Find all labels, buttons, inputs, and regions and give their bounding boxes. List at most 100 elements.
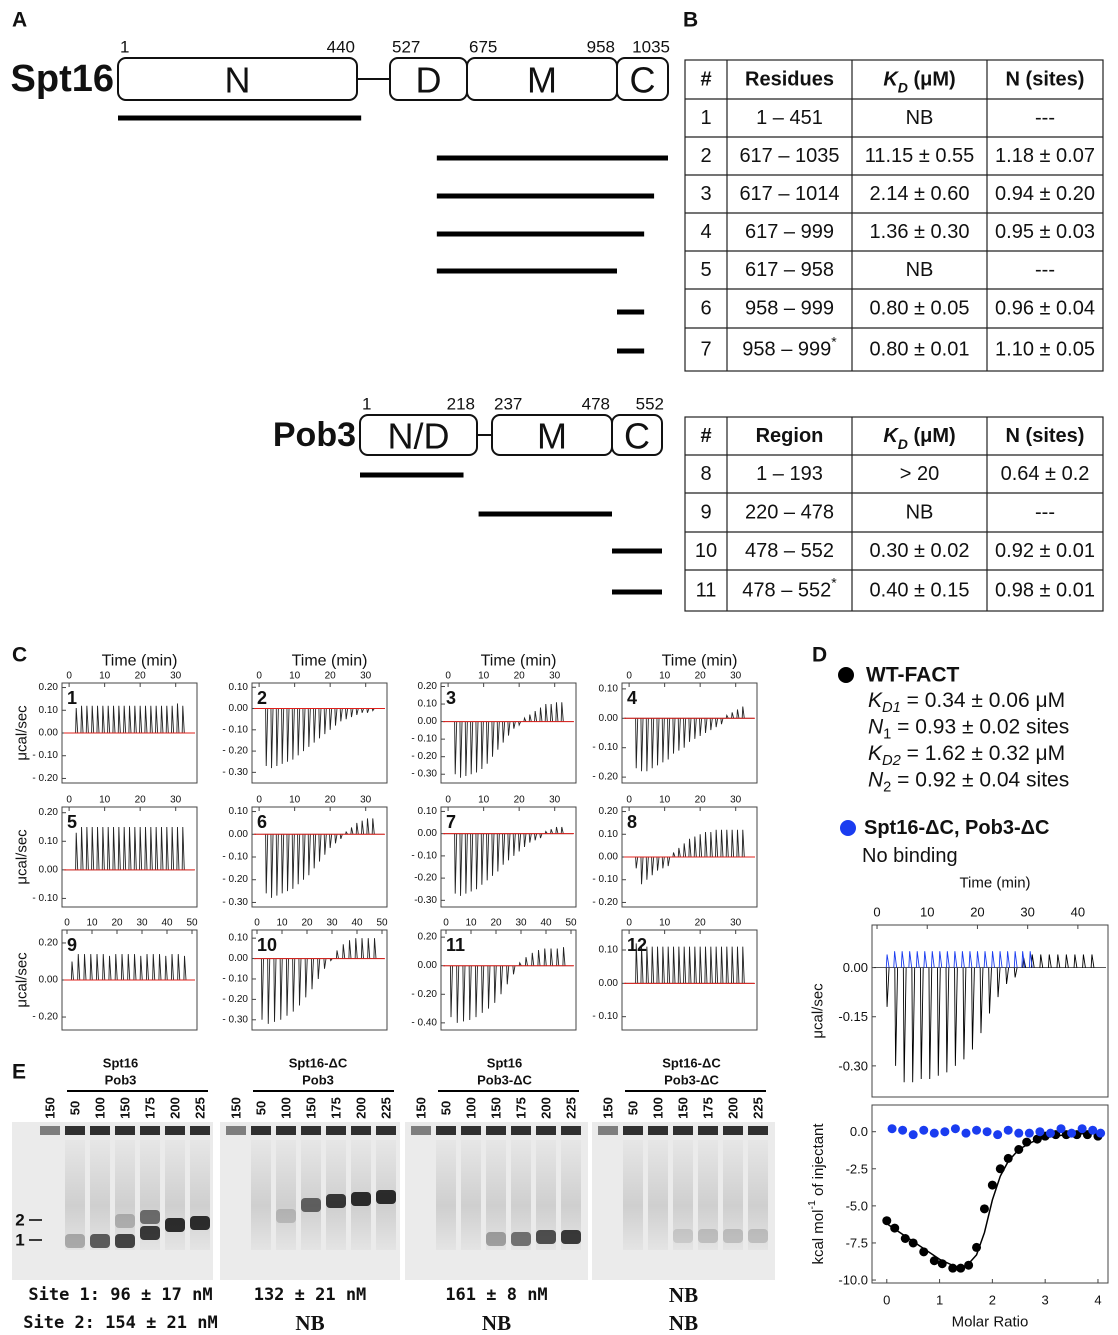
data-point [909,1130,918,1139]
data-point [1014,1129,1023,1138]
table-header: N (sites) [1006,69,1085,91]
x-tick-label: 30 [326,918,338,929]
table-cell: 958 – 999* [742,334,837,361]
table-cell: 0.30 ± 0.02 [870,540,970,562]
binding-result: Site 1: 96 ± 17 nM [28,1285,212,1305]
gel-band [165,1218,185,1232]
data-point [972,1126,981,1135]
y-tick-label: 0.20 [599,806,619,817]
y-tick-label: 0.10 [229,806,249,817]
gel-well [536,1126,556,1135]
gel-smear [165,1140,185,1250]
gel-well [276,1126,296,1135]
y-tick-label: - 0.30 [222,767,248,778]
x-tick-label: 0 [873,905,880,920]
data-point [1057,1124,1066,1133]
data-point [901,1234,910,1243]
residue-label: 478 [582,395,610,414]
binding-result: 161 ± 8 nM [445,1285,547,1305]
panel-label: C [12,644,27,667]
x-axis-title: Molar Ratio [952,1314,1029,1331]
x-tick-label: 50 [376,918,388,929]
x-tick-label: 0 [66,671,72,682]
gel-band [536,1230,556,1244]
lane-label: 175 [329,1097,344,1119]
x-tick-label: 30 [515,918,527,929]
y-tick-label: -0.20 [414,873,437,884]
lane-label: 150 [43,1097,58,1119]
gel-well [511,1126,531,1135]
legend-stat-part: N [868,715,884,738]
y-tick-label: 0.20 [39,807,59,818]
y-tick-label: -0.15 [838,1009,868,1024]
gel-header: Pob3 [105,1073,137,1088]
residue-label: 1 [362,395,371,414]
legend-stat-part: N [868,768,884,791]
x-tick-label: 0 [256,795,262,806]
domain-name: N/D [388,416,450,457]
data-point [1004,1154,1013,1163]
gel-header: Spt16-ΔC [289,1056,348,1071]
binding-result: NB [669,1311,698,1335]
table-cell: 9 [700,502,711,524]
x-tick-label: 40 [351,918,363,929]
x-tick-label: 0 [254,918,260,929]
gel-smear [115,1140,135,1250]
x-axis-title: Time (min) [662,653,738,670]
legend-note: No binding [862,845,958,867]
x-tick-label: 30 [549,795,561,806]
x-axis-title: Time (min) [102,653,178,670]
y-tick-label: - 0.20 [222,874,248,885]
data-point [938,1259,947,1268]
x-axis-title: Time (min) [959,875,1030,892]
gel-band [376,1190,396,1204]
gel-band [673,1229,693,1243]
x-tick-label: 10 [289,671,301,682]
gel-band [140,1226,160,1240]
table-cell: 7 [700,339,711,361]
gel-well [748,1126,768,1135]
table-cell: 2.14 ± 0.60 [870,183,970,205]
gel-well [411,1126,431,1135]
table-cell: --- [1035,107,1055,129]
residue-label: 527 [392,38,420,57]
table-cell: --- [1035,502,1055,524]
table-header: N (sites) [1006,425,1085,447]
x-axis-title: Time (min) [481,653,557,670]
y-tick-label: -2.5 [846,1161,868,1176]
gel-well [326,1126,346,1135]
table-cell-part: * [831,334,837,350]
table-cell: 1.10 ± 0.05 [995,339,1095,361]
table-cell: 0.94 ± 0.20 [995,183,1095,205]
y-tick-label: 0.10 [229,933,249,944]
plot-number: 1 [67,688,77,708]
y-axis-title: μcal/sec [14,952,31,1008]
data-point [964,1261,973,1270]
legend-stat-part: K [868,689,883,712]
data-point [940,1127,949,1136]
table-cell: 1.18 ± 0.07 [995,145,1095,167]
gel-smear [190,1140,210,1250]
x-tick-label: 20 [301,918,313,929]
data-point [882,1216,891,1225]
binding-result: NB [669,1283,698,1307]
table-cell-part: 478 – 552 [742,580,831,602]
plot-number: 7 [446,812,456,832]
x-tick-label: 20 [325,795,337,806]
plot-number: 3 [446,688,456,708]
x-tick-label: 4 [1094,1293,1101,1308]
data-point [919,1126,928,1135]
gel-smear [436,1140,456,1250]
legend-marker [838,667,854,683]
x-tick-label: 0 [445,671,451,682]
y-tick-label: 0.00 [39,728,59,739]
data-point [948,1264,957,1273]
lane-label: 175 [514,1097,529,1119]
gel-header: Pob3-ΔC [664,1073,719,1088]
gel-band [511,1232,531,1246]
table-cell: 0.98 ± 0.01 [995,580,1095,602]
table-cell: 617 – 999 [745,221,834,243]
lane-label: 100 [279,1097,294,1119]
gel-header: Spt16 [103,1056,138,1071]
lane-label: 150 [676,1097,691,1119]
